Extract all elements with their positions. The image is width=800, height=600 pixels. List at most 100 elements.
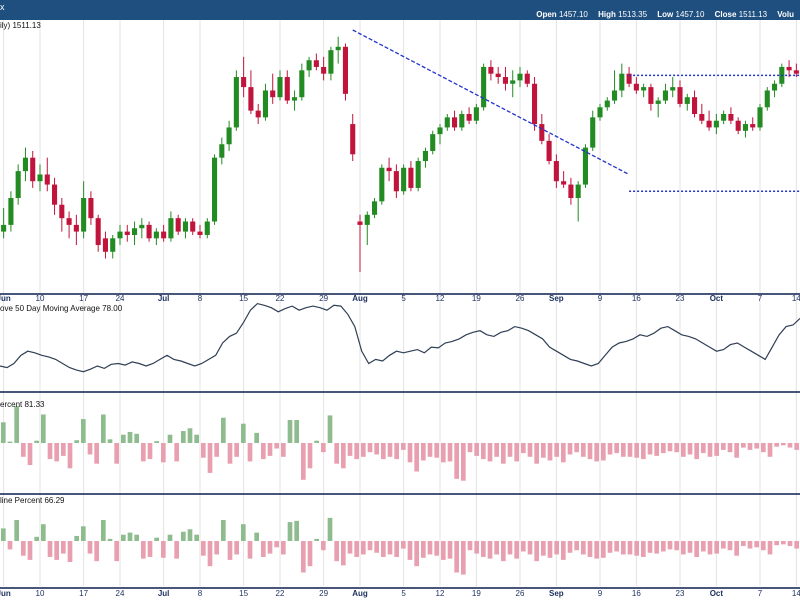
advance-bar [561, 443, 566, 463]
ohlc-volume: Volu [777, 10, 794, 19]
candle-body [728, 114, 734, 121]
decline-bar [254, 532, 259, 541]
candle-body [168, 218, 174, 239]
decline-bar [607, 541, 613, 553]
candle-body [357, 221, 363, 225]
chart-grid [3, 20, 797, 586]
symbol-fragment: x [0, 2, 5, 12]
candle-body [15, 171, 21, 198]
candle-body [568, 184, 574, 198]
stock-chart[interactable]: ily) 1511.13 ove 50 Day Moving Average 7… [0, 20, 800, 600]
advance-bar [447, 443, 453, 462]
advance-bar [341, 443, 346, 469]
advance-bar [614, 443, 619, 454]
decline-bar [367, 541, 373, 551]
candle-body [437, 127, 443, 135]
x-tick-label: 26 [516, 294, 525, 303]
x-tick-label: 19 [472, 294, 481, 303]
advance-bar [7, 441, 13, 443]
advance-bar [607, 443, 613, 455]
candle-body [81, 198, 87, 232]
decline-bar [634, 541, 639, 556]
advance-bar [741, 443, 746, 448]
x-tick-label: 7 [758, 294, 763, 303]
candle-body [466, 114, 472, 121]
candle-body [430, 134, 436, 151]
candle-body [321, 66, 327, 74]
advance-bar [541, 443, 546, 458]
advance-bar [167, 434, 173, 443]
candle-body [139, 224, 145, 229]
decline-bar [654, 541, 659, 554]
x-tick-label: 17 [79, 294, 88, 303]
advance-bar [727, 443, 733, 453]
advance-bar [147, 443, 153, 460]
x-tick-label: 10 [36, 294, 45, 303]
advance-bar [494, 443, 499, 457]
candle-body [764, 90, 770, 108]
advance-bar [374, 443, 379, 455]
advance-bar [387, 443, 393, 457]
decline-bar [621, 541, 626, 555]
decline-bar [407, 541, 413, 560]
candle-body [212, 157, 218, 222]
advance-bar [394, 443, 399, 460]
candle-body [66, 218, 72, 225]
advance-bar [501, 443, 506, 464]
ma50-series-line [0, 302, 800, 373]
x-tick-label-bottom: 8 [198, 589, 203, 598]
advance-bar [674, 443, 679, 453]
advance-bar [134, 433, 139, 443]
x-tick-label: 8 [198, 294, 203, 303]
decline-bar [501, 541, 506, 562]
decline-bar [87, 541, 93, 554]
decline-bar [154, 537, 159, 541]
decline-bar [207, 541, 213, 567]
x-tick-label-bottom: Jun [0, 589, 11, 598]
advance-bar [734, 443, 739, 458]
candle-body [692, 97, 698, 114]
advance-bar [527, 443, 533, 457]
advance-bar [427, 443, 433, 457]
x-tick-label: Sep [549, 294, 564, 303]
decline-bar [201, 541, 206, 556]
advance-bar [254, 432, 259, 443]
decline-bar [781, 541, 786, 545]
decline-bar [754, 541, 759, 548]
candle-body [241, 77, 247, 88]
candle-body [182, 221, 188, 232]
candle-body [30, 157, 36, 182]
candle-body [379, 167, 385, 202]
candle-body [793, 70, 799, 74]
decline-bar [107, 538, 113, 541]
advance-bar [87, 443, 93, 455]
advance-bar [61, 443, 66, 456]
advance-bar [687, 443, 693, 455]
decline-bar [441, 541, 446, 560]
advance-bar [467, 443, 473, 453]
decline-bar [141, 541, 146, 559]
decline-bar [594, 541, 599, 559]
x-tick-label: Aug [352, 294, 368, 303]
candle-body [110, 238, 116, 252]
advance-bar [114, 443, 119, 464]
candle-body [248, 87, 254, 111]
candle-body [102, 238, 108, 252]
decline-bar [601, 541, 606, 558]
decline-bar [647, 541, 653, 553]
candle-body [313, 60, 319, 67]
x-tick-label: 9 [598, 294, 603, 303]
candle-body [292, 97, 298, 101]
decline-bar [214, 541, 219, 555]
advance-bar [441, 443, 446, 463]
candle-body [502, 77, 508, 84]
candle-body [22, 157, 28, 172]
advance-bar [581, 443, 586, 457]
candle-body [517, 73, 523, 81]
ohlc-low: Low 1457.10 [657, 10, 705, 19]
candle-body [684, 97, 690, 104]
decline-bar [427, 541, 433, 555]
x-tick-label: Jun [0, 294, 11, 303]
decline-bar [47, 541, 53, 557]
decline-bar [714, 541, 719, 554]
